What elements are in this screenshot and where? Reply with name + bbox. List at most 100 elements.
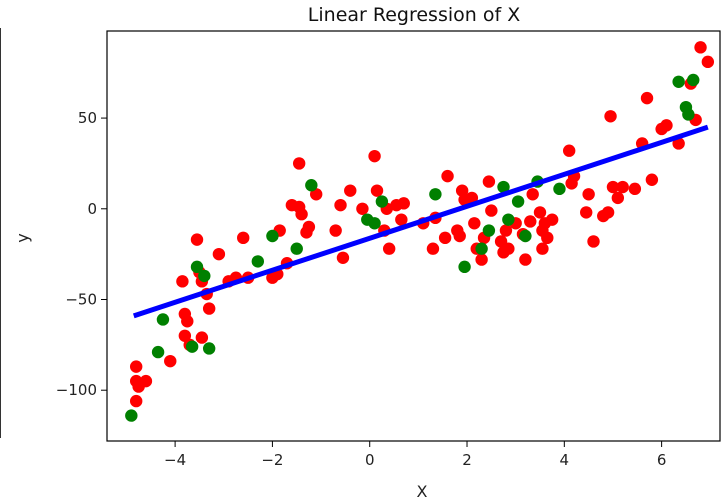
y-tick-label: −100 [56, 381, 97, 399]
y-tick-label: −50 [65, 290, 97, 308]
red-data-point [606, 180, 620, 194]
red-data-point [295, 208, 308, 221]
green-data-point [519, 229, 532, 243]
green-data-point [198, 269, 211, 283]
green-data-point [458, 260, 471, 274]
red-data-point [356, 202, 369, 215]
red-data-point [334, 198, 347, 212]
green-data-point [482, 224, 496, 237]
red-data-point [426, 242, 440, 255]
regression-line-group [132, 124, 709, 319]
regression-line [132, 124, 709, 319]
red-data-point [344, 184, 357, 197]
red-data-point [139, 374, 153, 388]
red-data-point [309, 188, 323, 201]
red-data-point [582, 188, 595, 201]
green-data-point [682, 108, 695, 121]
red-data-point [453, 229, 466, 243]
red-data-point [370, 184, 384, 197]
red-data-point [368, 149, 381, 163]
red-data-point [533, 206, 547, 219]
red-data-point [482, 175, 496, 188]
red-data-point [190, 233, 204, 246]
red-data-point [519, 253, 532, 266]
red-data-point [645, 173, 659, 186]
red-data-point [178, 329, 192, 342]
red-data-point [202, 302, 216, 315]
green-data-point [672, 75, 685, 88]
red-data-point [441, 169, 454, 183]
green-data-point [502, 213, 515, 226]
red-data-point [195, 331, 209, 344]
green-data-point [305, 179, 318, 192]
red-data-point [604, 110, 617, 123]
red-data-point [129, 360, 143, 373]
green-data-point [151, 345, 165, 359]
red-data-point [611, 191, 625, 205]
green-data-point [368, 217, 381, 230]
x-tick-label: 2 [462, 451, 472, 469]
x-tick-label: 6 [657, 451, 667, 469]
green-data-point [687, 73, 700, 87]
red-data-point [601, 206, 615, 219]
plot-area [106, 30, 721, 442]
green-data-point [266, 229, 279, 243]
red-data-point [468, 217, 481, 230]
green-data-point [290, 242, 303, 255]
x-tick-label: 0 [365, 451, 375, 469]
data-points [125, 41, 715, 422]
red-data-point [465, 191, 479, 205]
green-data-point [125, 409, 138, 422]
red-data-point [329, 224, 342, 237]
x-axis-label: X [417, 482, 428, 501]
red-data-point [694, 41, 707, 54]
y-tick-label: 0 [87, 200, 97, 218]
green-data-point [251, 255, 265, 268]
x-tick-label: −4 [164, 451, 186, 469]
red-data-point [640, 91, 654, 105]
red-data-point [660, 119, 673, 132]
chart-title: Linear Regression of X [308, 4, 520, 26]
axis-ticks: −4 −2 0 2 4 6 −100 −50 0 50 [56, 109, 667, 469]
red-data-point [587, 235, 600, 248]
x-tick-label: 4 [560, 451, 570, 469]
red-data-point [541, 231, 554, 245]
red-data-point [292, 157, 306, 170]
green-data-point [202, 342, 216, 355]
green-data-point [156, 313, 170, 326]
green-data-point [553, 182, 566, 196]
green-data-point [511, 195, 525, 208]
red-data-point [129, 394, 143, 408]
red-data-point [485, 204, 498, 217]
green-data-point [429, 188, 442, 201]
cell-left-border [0, 28, 1, 438]
red-data-point [545, 213, 559, 226]
red-data-point [212, 247, 226, 261]
red-data-point [438, 231, 452, 245]
red-data-point [701, 55, 715, 69]
green-data-point [375, 195, 389, 208]
red-data-point [475, 253, 488, 266]
red-data-point [237, 231, 250, 245]
y-tick-label: 50 [78, 109, 97, 127]
red-data-point [499, 224, 513, 237]
red-data-point [526, 188, 539, 201]
red-data-point [164, 354, 177, 368]
red-data-point [336, 251, 350, 264]
red-data-point [580, 206, 593, 219]
red-data-point [395, 213, 408, 226]
red-data-point [181, 315, 194, 328]
red-data-point [616, 180, 629, 194]
red-data-point [562, 144, 576, 157]
red-data-point [300, 226, 313, 239]
red-data-point [502, 242, 515, 255]
green-data-point [475, 242, 488, 255]
red-data-point [536, 242, 549, 255]
green-data-point [185, 340, 199, 353]
red-data-point [382, 242, 396, 255]
red-data-point [397, 197, 410, 210]
red-data-point [628, 182, 642, 196]
red-data-point [176, 275, 189, 288]
red-data-point [524, 215, 537, 228]
